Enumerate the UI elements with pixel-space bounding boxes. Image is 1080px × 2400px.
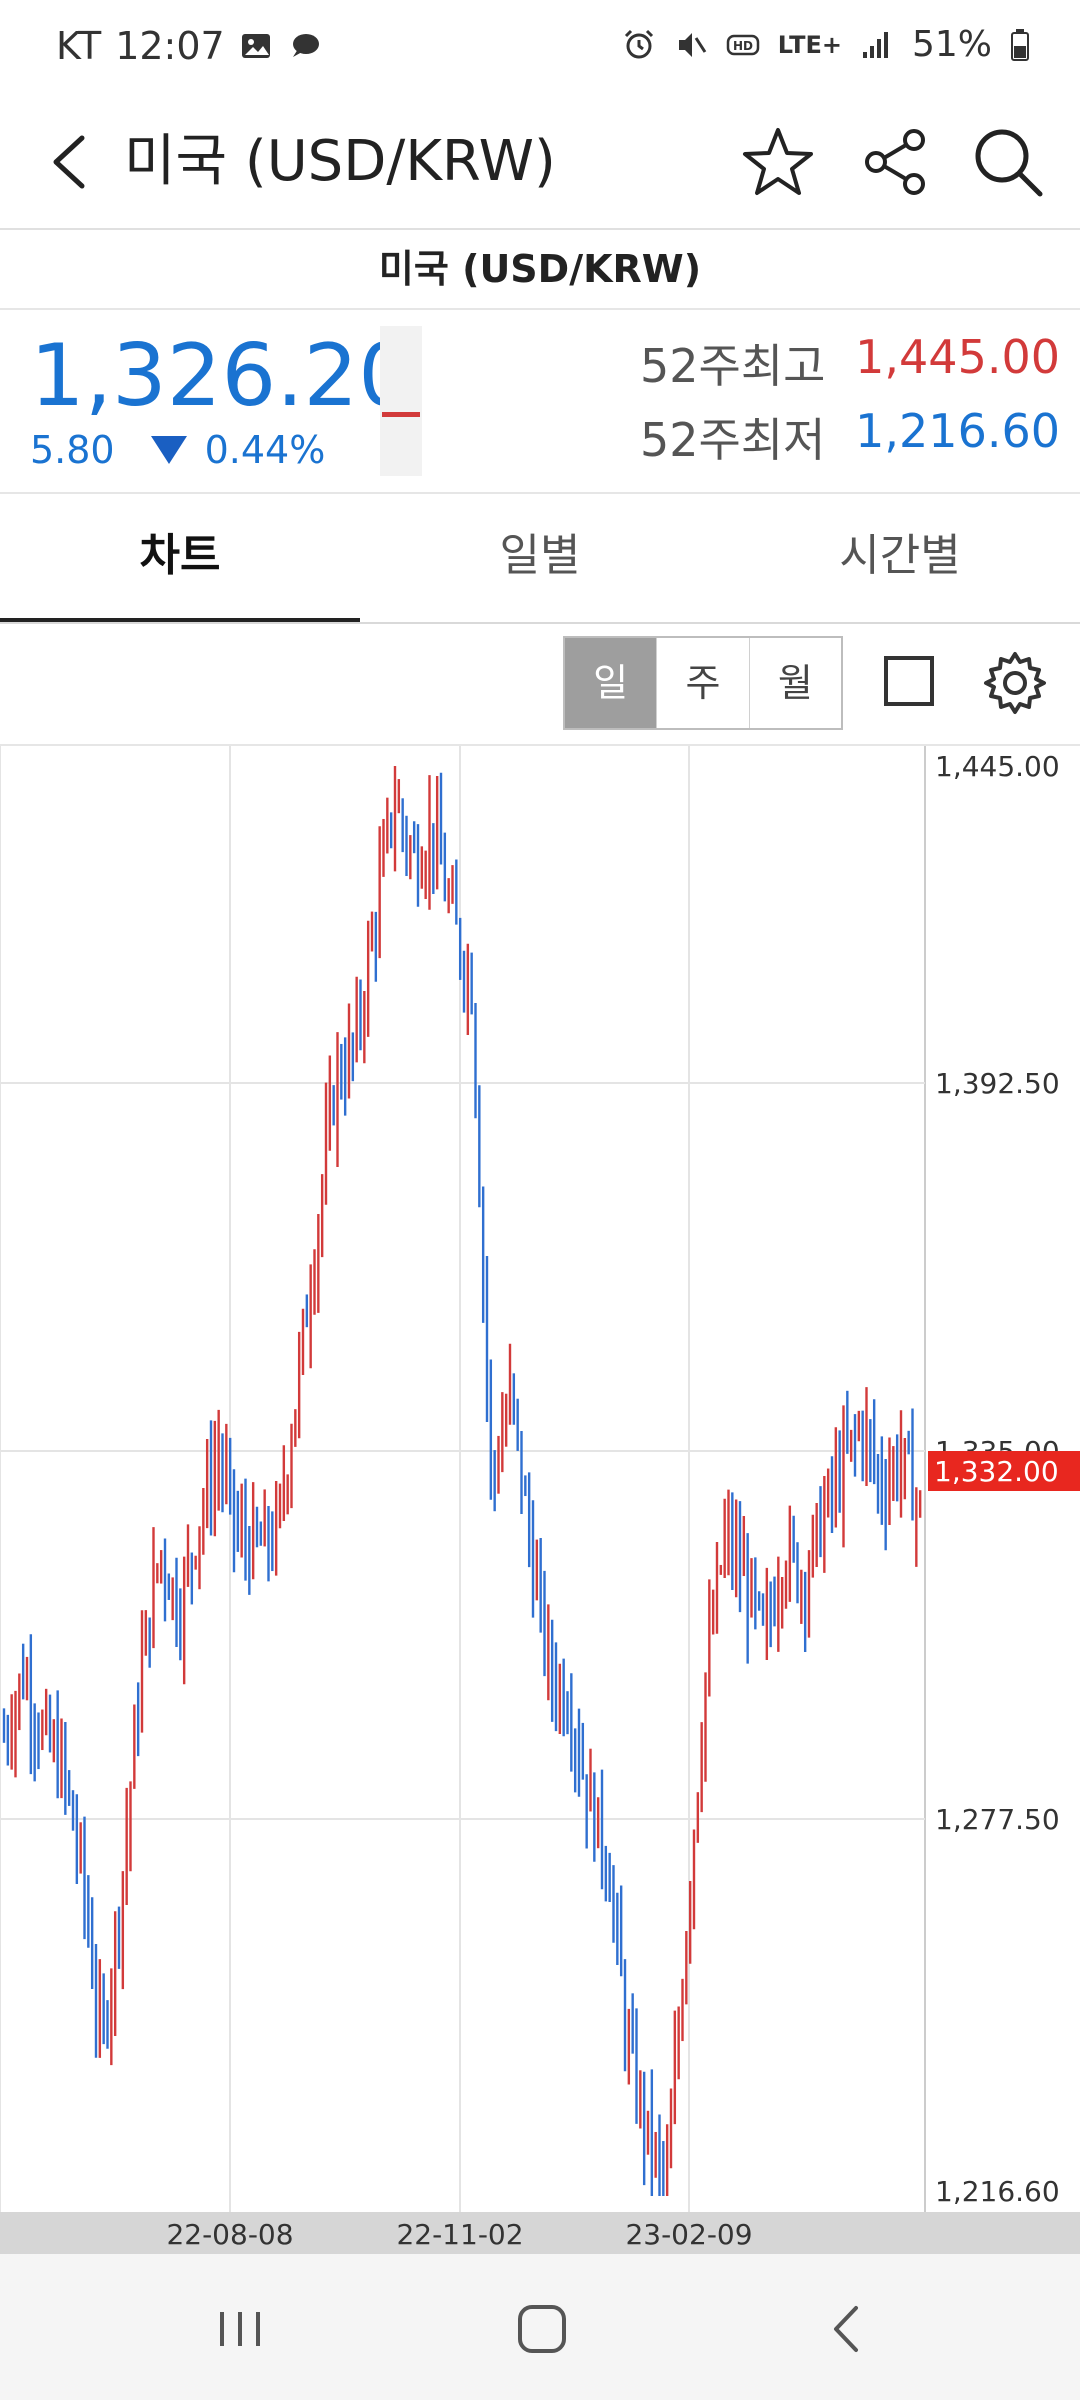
day-range-marker bbox=[382, 412, 420, 417]
y-tick-label: 1,392.50 bbox=[935, 1067, 1060, 1100]
page-title: 미국 (USD/KRW) bbox=[124, 129, 556, 194]
period-week-button[interactable]: 주 bbox=[657, 638, 750, 728]
current-price-tag-label: 1,332.00 bbox=[934, 1455, 1059, 1488]
tab-chart[interactable]: 차트 bbox=[0, 494, 360, 622]
tab-hourly[interactable]: 시간별 bbox=[839, 530, 961, 581]
current-price-tag: 1,332.00 bbox=[928, 1451, 1080, 1491]
period-month-button[interactable]: 월 bbox=[777, 661, 813, 705]
favorite-star-icon[interactable] bbox=[736, 120, 820, 204]
chat-icon bbox=[292, 34, 319, 57]
high-value: 1,445.00 bbox=[855, 330, 1060, 384]
carrier-label: KT bbox=[56, 24, 102, 68]
y-tick-label: 1,445.00 bbox=[935, 750, 1060, 783]
app-header: 미국 (USD/KRW) bbox=[0, 100, 1080, 230]
gear-icon[interactable] bbox=[980, 648, 1050, 718]
candlestick-series bbox=[2, 766, 922, 2196]
down-arrow-icon bbox=[150, 436, 187, 464]
day-range-bar bbox=[380, 326, 422, 476]
share-icon[interactable] bbox=[854, 120, 938, 204]
chart-toolbar: 일 주 월 bbox=[0, 624, 1080, 746]
network-label: LTE+ bbox=[777, 30, 842, 59]
x-tick-label: 22-11-02 bbox=[396, 2218, 524, 2251]
gallery-icon bbox=[241, 34, 270, 58]
change-row: 5.80 0.44% bbox=[30, 428, 325, 472]
back-nav-icon[interactable] bbox=[806, 2294, 886, 2364]
hd-icon: HD bbox=[726, 34, 760, 55]
mute-icon bbox=[678, 32, 707, 57]
alarm-icon bbox=[624, 29, 653, 58]
change-percent: 0.44% bbox=[204, 428, 326, 472]
tab-bar: 차트 일별 시간별 bbox=[0, 494, 1080, 624]
tab-daily[interactable]: 일별 bbox=[499, 530, 581, 581]
quote-panel: 1,326.20 5.80 0.44% 52주최고 1,445.00 52주최저… bbox=[0, 310, 1080, 494]
x-tick-label: 23-02-09 bbox=[625, 2218, 753, 2251]
chart-grid bbox=[0, 746, 926, 2212]
period-day-button[interactable]: 일 bbox=[565, 638, 658, 728]
battery-label: 51% bbox=[911, 24, 992, 65]
system-nav-bar bbox=[0, 2254, 1080, 2400]
instrument-name: 미국 (USD/KRW) bbox=[0, 230, 1080, 310]
x-axis-band bbox=[0, 2212, 1080, 2254]
current-price: 1,326.20 bbox=[30, 326, 413, 426]
high-label: 52주최고 bbox=[640, 339, 826, 393]
status-bar: KT 12:07 HD LTE+ bbox=[0, 0, 1080, 100]
low-label: 52주최저 bbox=[640, 413, 826, 467]
y-tick-label: 1,216.60 bbox=[935, 2175, 1060, 2208]
fullscreen-toggle-icon[interactable] bbox=[884, 656, 934, 706]
y-tick-label: 1,277.50 bbox=[935, 1803, 1060, 1836]
status-left: KT 12:07 bbox=[56, 24, 321, 68]
change-amount: 5.80 bbox=[30, 428, 115, 472]
home-icon[interactable] bbox=[502, 2294, 582, 2364]
current-price-tag-bg bbox=[928, 1451, 1080, 1491]
battery-icon bbox=[1011, 28, 1029, 61]
signal-icon bbox=[862, 31, 888, 58]
x-tick-label: 22-08-08 bbox=[166, 2218, 294, 2251]
recent-apps-icon[interactable] bbox=[200, 2294, 280, 2364]
price-chart[interactable]: 1,445.001,392.501,335.001,277.501,216.60… bbox=[0, 746, 1080, 2212]
back-button[interactable] bbox=[40, 122, 100, 202]
status-right: HD LTE+ 51% bbox=[622, 24, 1030, 65]
clock: 12:07 bbox=[115, 24, 225, 68]
svg-text:HD: HD bbox=[733, 39, 753, 53]
low-value: 1,216.60 bbox=[855, 404, 1060, 458]
period-selector: 일 주 월 bbox=[563, 636, 843, 730]
search-icon[interactable] bbox=[966, 120, 1050, 204]
